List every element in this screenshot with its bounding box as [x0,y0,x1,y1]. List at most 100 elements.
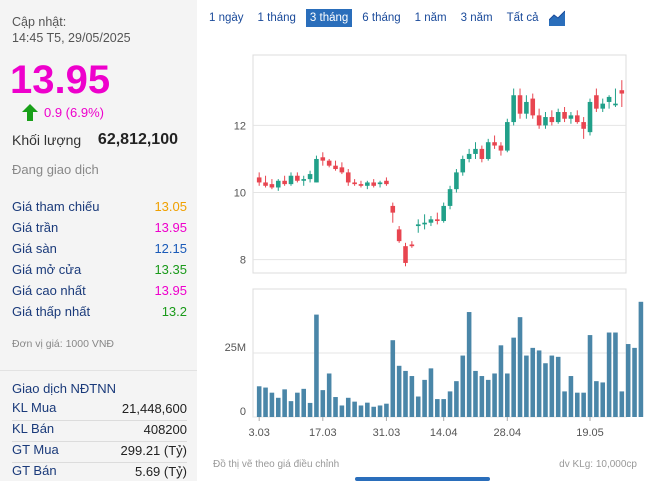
foreign-row-label: KL Bán [12,421,55,436]
volume-bar [543,363,548,417]
candle-body [441,205,446,222]
candle-body [256,177,262,183]
volume-bar [390,340,396,417]
tab-3-years[interactable]: 3 năm [460,12,493,24]
price-panel-frame [252,54,627,274]
candle-body [574,115,580,123]
x-tick-label: 28.04 [494,427,522,439]
volume-bar [263,387,268,417]
candle-body [498,145,504,151]
price-table: Giá tham chiếu 13.05 Giá trần 13.95 Giá sà… [12,199,187,325]
foreign-trading-title: Giao dịch NĐTNN [12,381,117,396]
price-row-label: Giá mở cửa [12,262,82,277]
chart-footnote: Đồ thị vẽ theo giá điều chỉnh [213,459,340,470]
row-divider [12,462,187,463]
candle-body [377,182,383,185]
candle-body [613,103,618,106]
candle-body [447,189,453,206]
candle-body [485,142,491,159]
volume-bar [485,379,491,417]
foreign-row-label: GT Mua [12,442,59,457]
area-chart-icon[interactable] [548,10,565,26]
candle-body [314,158,319,183]
updated-label: Cập nhật: [12,15,67,29]
candle-body [594,95,599,109]
tab-all[interactable]: Tất cả [506,12,539,24]
volume-bar [460,355,466,417]
tab-6-months[interactable]: 6 tháng [362,12,401,24]
candle-body [326,160,332,166]
price-row: Giá mở cửa 13.35 [12,262,187,283]
candle-body [517,95,523,114]
candle-body [600,103,606,109]
candle-body [384,180,389,185]
candle-body [307,174,313,180]
volume-bar [384,403,389,417]
volume-bar [435,399,440,417]
volume-bar [454,381,459,417]
x-tick-label: 3.03 [248,427,269,439]
price-row-label: Giá trần [12,220,59,235]
volume-bar [396,365,402,417]
quote-panel: Cập nhật: 14:45 T5, 29/05/2025 13.95 0.9… [0,0,197,481]
volume-bar [524,355,529,417]
volume-bar [600,382,606,417]
volume-bar [428,368,434,417]
volume-bar [295,392,300,417]
price-change: 0.9 (6.9%) [22,104,104,121]
foreign-row: KL Mua 21,448,600 [12,400,187,421]
candle-body [288,175,294,185]
foreign-row-label: KL Mua [12,400,57,415]
volume-row: Khối lượng 62,812,100 [12,131,187,148]
row-divider [12,441,187,442]
volume-bar [638,301,644,417]
volume-bar [511,337,516,417]
candle-body [606,96,612,102]
candle-body [562,112,567,119]
foreign-row-label: GT Bán [12,463,57,478]
candle-body [333,165,338,170]
candle-body [422,222,427,225]
volume-bar [594,381,599,417]
volume-bar [549,355,555,417]
volume-bar [371,406,376,417]
volume-value: 62,812,100 [97,131,178,148]
volume-bar [562,391,567,417]
candle-body [428,219,434,223]
volume-bar [447,391,453,417]
candle-body [345,172,351,183]
volume-bar [517,317,523,417]
current-price: 13.95 [10,58,111,102]
candle-body [530,98,536,116]
volume-bar [536,350,542,417]
volume-bar [466,312,472,417]
price-row-value: 13.95 [154,220,187,235]
volume-bar [339,405,345,417]
price-tick-label: 10 [234,188,246,200]
foreign-row-value: 299.21 (Tỷ) [120,443,187,458]
price-row-value: 12.15 [154,241,187,256]
x-tick-label: 31.03 [373,427,401,439]
candle-body [505,122,510,151]
candle-body [409,244,415,247]
tab-1-day[interactable]: 1 ngày [209,12,244,24]
tab-1-month[interactable]: 1 tháng [257,12,296,24]
candle-body [460,158,466,173]
foreign-row: KL Bán 408200 [12,421,187,442]
volume-bar [345,397,351,417]
candle-body [619,90,625,94]
volume-bar [365,402,370,417]
foreign-row: GT Mua 299.21 (Tỷ) [12,442,187,463]
candle-body [403,246,408,263]
volume-bar [619,391,625,417]
price-row: Giá tham chiếu 13.05 [12,199,187,220]
tab-3-months[interactable]: 3 tháng [305,9,353,27]
chart-scrollbar[interactable] [355,477,490,481]
foreign-row-value: 21,448,600 [121,401,187,416]
volume-bar [492,373,497,417]
volume-bar [307,402,313,417]
volume-bar [530,347,536,417]
candle-body [396,229,402,242]
tab-1-year[interactable]: 1 năm [414,12,447,24]
